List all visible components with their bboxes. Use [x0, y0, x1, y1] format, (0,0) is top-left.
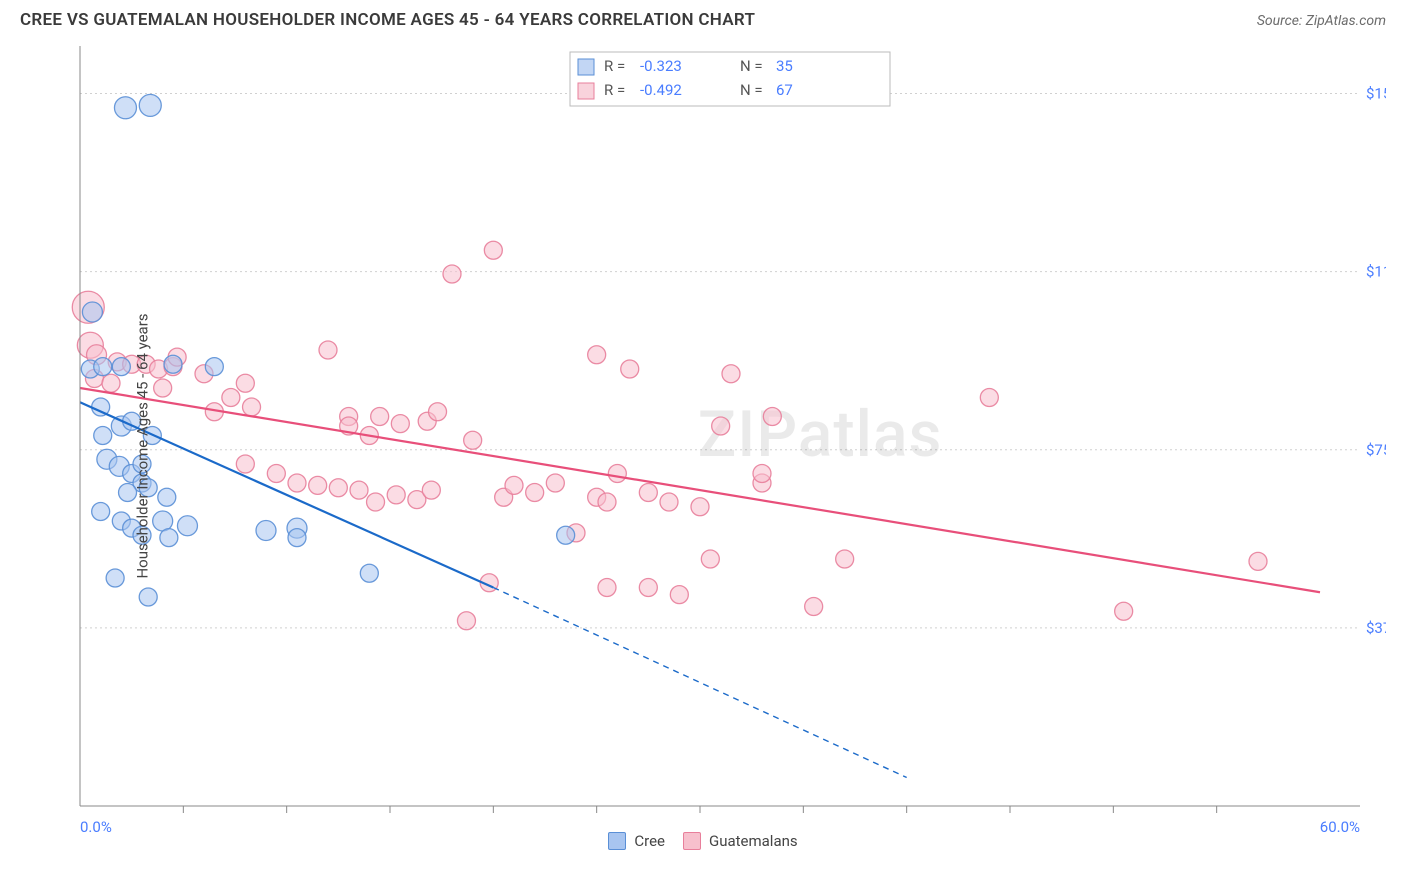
scatter-chart: $37,500 $75,000 $112,500 $150,000 ZIPatlas 0.… [20, 36, 1386, 856]
chart-area: Householder Income Ages 45 - 64 years $3… [20, 36, 1386, 856]
svg-text:N =: N = [740, 81, 763, 99]
source-label: Source: ZipAtlas.com [1257, 13, 1386, 29]
svg-text:-0.323: -0.323 [640, 57, 682, 75]
y-tick-label: $75,000 [1366, 441, 1386, 459]
svg-text:N =: N = [740, 57, 763, 75]
svg-text:R =: R = [604, 57, 625, 75]
x-min-label: 0.0% [80, 818, 112, 836]
y-tick-label: $150,000 [1366, 85, 1386, 103]
correlation-legend: R = -0.323 N = 35 R = -0.492 N = 67 [570, 52, 890, 106]
y-tick-label: $112,500 [1366, 263, 1386, 281]
svg-text:67: 67 [776, 81, 793, 99]
trend-line-cree-extrapolated [493, 588, 906, 778]
series-guatemalans [72, 241, 1267, 630]
y-tick-label: $37,500 [1366, 619, 1386, 637]
title-bar: CREE VS GUATEMALAN HOUSEHOLDER INCOME AG… [0, 0, 1406, 36]
svg-text:-0.492: -0.492 [640, 81, 682, 99]
y-axis-label: Householder Income Ages 45 - 64 years [134, 313, 152, 578]
chart-title: CREE VS GUATEMALAN HOUSEHOLDER INCOME AG… [20, 10, 755, 30]
svg-text:35: 35 [776, 57, 793, 75]
watermark: ZIPatlas [698, 397, 943, 472]
x-max-label: 60.0% [1320, 818, 1360, 836]
svg-text:R =: R = [604, 81, 625, 99]
